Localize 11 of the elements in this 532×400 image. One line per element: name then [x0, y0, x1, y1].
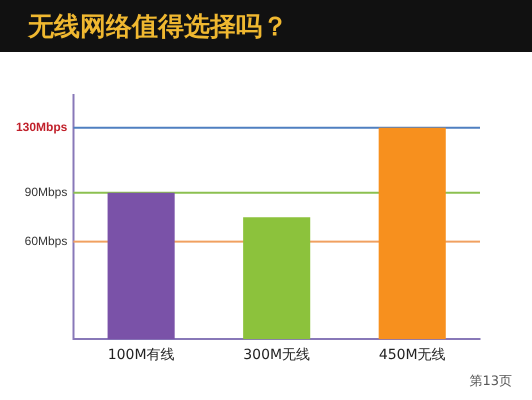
bar	[108, 192, 175, 340]
y-tick-label: 90Mbps	[24, 185, 68, 200]
y-tick-label: 130Mbps	[16, 120, 68, 134]
bar	[378, 128, 446, 340]
x-tick-label: 100M有线	[108, 347, 175, 364]
y-tick-label: 60Mbps	[24, 234, 68, 248]
x-tick-label: 300M无线	[243, 347, 310, 364]
x-tick-label: 450M无线	[378, 347, 446, 364]
chart-title: 无线网络值得选择吗？	[28, 10, 288, 44]
text: 第13页	[469, 373, 512, 390]
bar	[243, 217, 310, 340]
